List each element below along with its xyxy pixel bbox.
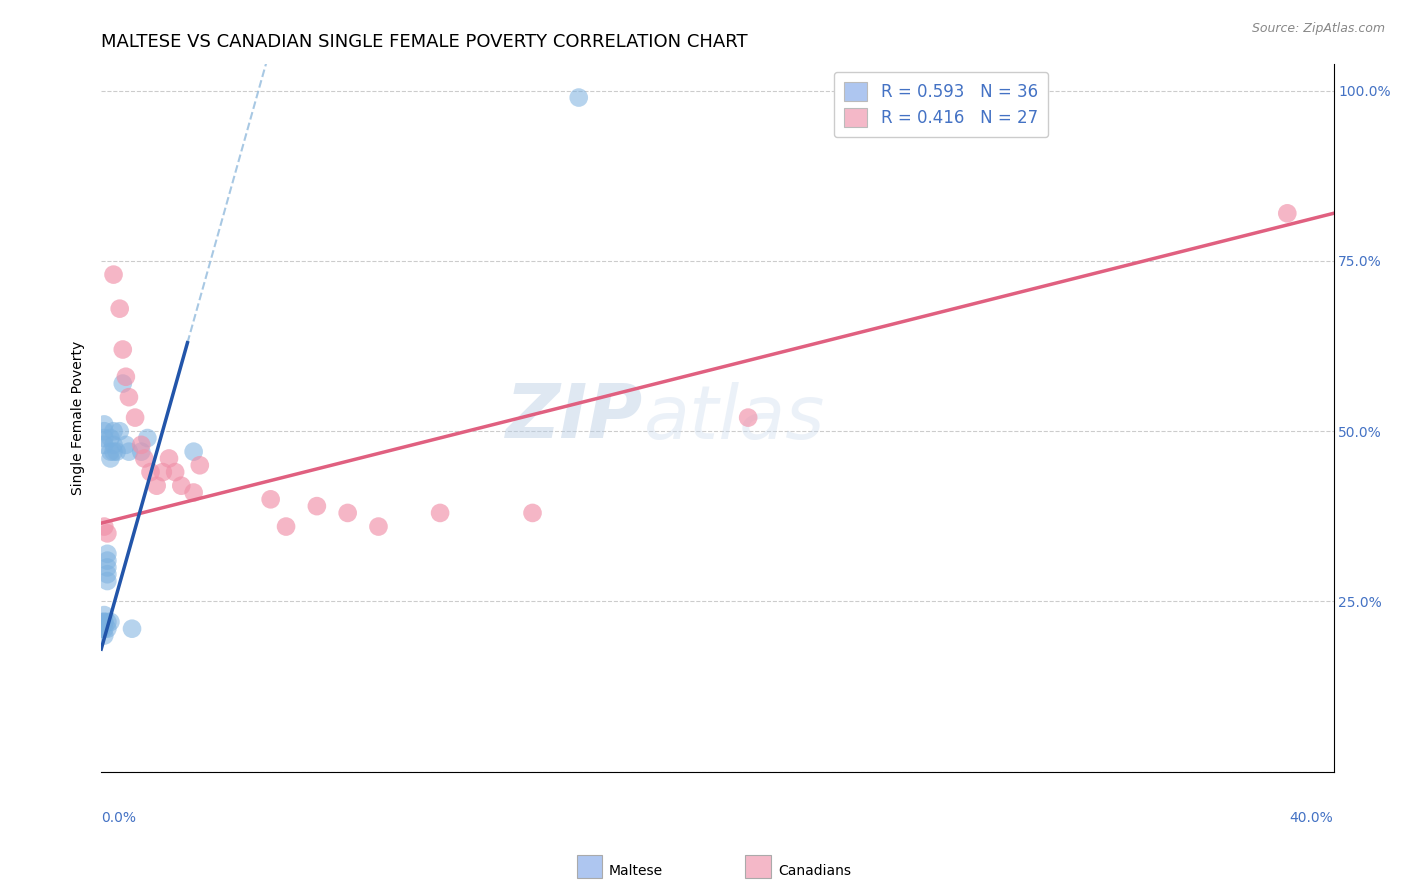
Point	[93, 519, 115, 533]
Point	[96, 615, 118, 629]
Point	[111, 343, 134, 357]
Point	[274, 519, 297, 533]
Point	[111, 376, 134, 391]
Point	[93, 615, 115, 629]
Point	[118, 444, 141, 458]
Point	[96, 526, 118, 541]
Point	[93, 431, 115, 445]
Point	[96, 574, 118, 588]
Point	[103, 268, 125, 282]
Point	[367, 519, 389, 533]
Text: 40.0%: 40.0%	[1289, 811, 1333, 825]
Point	[96, 547, 118, 561]
Point	[429, 506, 451, 520]
Text: Source: ZipAtlas.com: Source: ZipAtlas.com	[1251, 22, 1385, 36]
Point	[1277, 206, 1299, 220]
Point	[170, 479, 193, 493]
Point	[93, 615, 115, 629]
Point	[93, 608, 115, 623]
Point	[139, 465, 162, 479]
Point	[183, 485, 205, 500]
Point	[100, 444, 122, 458]
Y-axis label: Single Female Poverty: Single Female Poverty	[72, 341, 86, 495]
Point	[103, 424, 125, 438]
Point	[165, 465, 187, 479]
Point	[129, 444, 152, 458]
Point	[737, 410, 759, 425]
Point	[96, 622, 118, 636]
Point	[118, 390, 141, 404]
Text: ZIP: ZIP	[506, 381, 644, 454]
Text: Canadians: Canadians	[778, 864, 851, 879]
Point	[305, 499, 328, 513]
Point	[568, 90, 591, 104]
Point	[100, 451, 122, 466]
Point	[93, 417, 115, 432]
Text: Maltese: Maltese	[609, 864, 664, 879]
Point	[124, 410, 146, 425]
Point	[259, 492, 281, 507]
Point	[108, 301, 131, 316]
Point	[183, 444, 205, 458]
Point	[121, 622, 143, 636]
Point	[129, 438, 152, 452]
Point	[93, 622, 115, 636]
Point	[93, 438, 115, 452]
Point	[152, 465, 174, 479]
Point	[522, 506, 544, 520]
Point	[93, 424, 115, 438]
Point	[90, 622, 112, 636]
Point	[96, 553, 118, 567]
Point	[115, 369, 138, 384]
Point	[90, 622, 112, 636]
Point	[90, 615, 112, 629]
Point	[145, 479, 167, 493]
Point	[105, 444, 128, 458]
Point	[100, 431, 122, 445]
Point	[103, 444, 125, 458]
Point	[100, 615, 122, 629]
Point	[336, 506, 359, 520]
Point	[157, 451, 180, 466]
Point	[103, 438, 125, 452]
Text: atlas: atlas	[644, 382, 825, 454]
Legend: R = 0.593   N = 36, R = 0.416   N = 27: R = 0.593 N = 36, R = 0.416 N = 27	[834, 72, 1047, 137]
Point	[96, 567, 118, 582]
Point	[134, 451, 156, 466]
Text: 0.0%: 0.0%	[101, 811, 136, 825]
Point	[93, 628, 115, 642]
Point	[115, 438, 138, 452]
Point	[188, 458, 211, 473]
Point	[108, 424, 131, 438]
Text: MALTESE VS CANADIAN SINGLE FEMALE POVERTY CORRELATION CHART: MALTESE VS CANADIAN SINGLE FEMALE POVERT…	[101, 33, 748, 51]
Point	[136, 431, 159, 445]
Point	[96, 560, 118, 574]
